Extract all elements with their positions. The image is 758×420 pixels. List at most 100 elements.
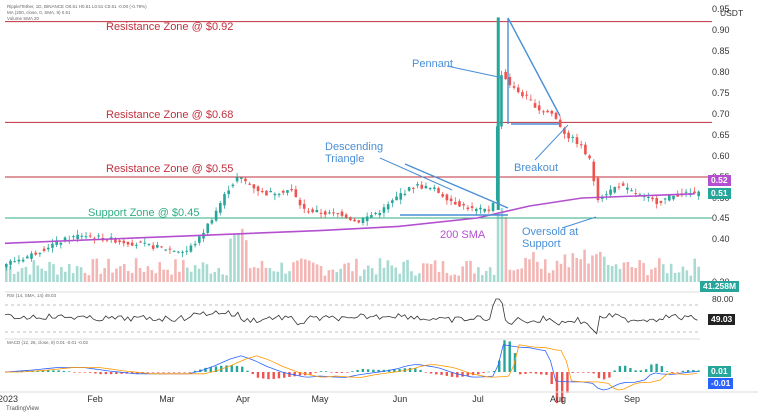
macd-hist-bar [529,372,532,374]
candle-body [80,235,84,237]
volume-bar [528,259,531,282]
macd-hist-bar [204,367,207,372]
candle-body [344,214,348,218]
volume-bar [60,267,63,282]
volume-bar [8,265,12,282]
macd-hist-bar [288,372,291,378]
macd-hist-bar [398,369,401,372]
candle-body [214,210,218,221]
candle-body [672,195,675,200]
sma-200-path [4,193,695,245]
volume-bar [410,271,413,282]
volume-bar [508,269,512,282]
volume-bar [292,262,295,282]
candle-body [97,235,100,237]
macd-hist-bar [571,372,574,373]
rsi-value-tag: 49.03 [708,314,736,325]
volume-bar [681,266,685,282]
volume-bar [437,271,441,282]
volume-bar [484,270,488,282]
volume-bar [351,271,354,282]
macd-hist-bar [62,370,66,372]
candle-body [638,194,642,196]
candle-body [588,155,591,159]
candle-body [529,99,533,101]
volume-bar [237,234,240,282]
pennant-arrow [446,65,504,79]
candle-body [370,215,373,218]
macd-hist-bar [686,370,690,372]
candle-body [332,212,335,214]
macd-hist-bar [340,372,344,373]
macd-hist-bar [492,370,496,372]
volume-bar [685,270,689,282]
macd-hist-bar [503,340,506,372]
time-tick-mar: Mar [159,394,175,404]
volume-bar [280,262,283,282]
candle-body [621,183,625,186]
volume-bar [44,270,47,282]
macd-hist-bar [73,372,76,373]
volume-bar [520,268,523,282]
volume-bar [339,268,342,282]
candle-body [575,137,579,144]
macd-hist-bar [109,372,113,375]
candle-body [403,193,407,195]
candle-body [374,212,377,214]
macd-hist-bar [429,372,433,374]
volume-bar [418,273,421,282]
candle-body [466,207,470,210]
sma-200-line [4,193,695,245]
macd-pane [4,338,700,404]
macd-hist-bar [608,372,611,378]
resistance-068-label: Resistance Zone @ $0.68 [106,109,234,121]
macd-hist-bar [120,372,123,374]
volume-bar [12,273,16,282]
support-045-label: Support Zone @ $0.45 [88,207,200,219]
triangle-label: Triangle [325,153,365,165]
breakout-arrow [534,124,569,161]
volume-bar [193,265,197,282]
candle-body [479,207,482,210]
volume-bar [142,271,146,282]
macd-hist-bar [587,372,590,373]
macd-hist-bar [576,372,580,373]
macd-hist-bar [456,372,459,378]
chart-header-line1: Ripple/Tether, 1D, BINANCE O0.51 H0.51 L… [7,4,147,9]
macd-hist-bar [293,372,296,377]
volume-bar [425,263,429,282]
volume-bar [268,268,272,282]
candle-body [206,223,210,233]
candle-body [143,242,147,244]
macd-hist-bar [83,372,87,373]
candle-body [693,191,696,194]
candle-body [647,196,650,198]
volume-bar [56,274,59,282]
rsi-line [4,298,698,335]
macd-hist-bar [188,372,191,373]
candle-body [336,213,340,215]
volume-bar [646,275,649,282]
volume-bar [303,259,307,282]
candle-body [189,245,193,252]
volume-bar [126,270,130,282]
candle-body [609,189,612,195]
volume-bar [461,266,464,282]
candle-body [252,184,256,189]
candle-body [88,235,92,237]
volume-bar [343,263,346,282]
macd-hist-bar [267,372,270,380]
volume-bar [465,261,468,282]
macd-hist-bar [151,372,155,373]
volume-bar [296,260,299,282]
volume-bar [327,270,331,282]
oversold-arrow [561,216,597,229]
descending-label: Descending [325,141,384,153]
candle-body [118,240,121,243]
rsi-pane [4,291,700,335]
volume-bar [79,267,83,282]
volume-bar [335,272,339,282]
candle-body [382,207,386,213]
volume-bar [48,261,51,282]
macd-hist-bar [172,372,176,373]
